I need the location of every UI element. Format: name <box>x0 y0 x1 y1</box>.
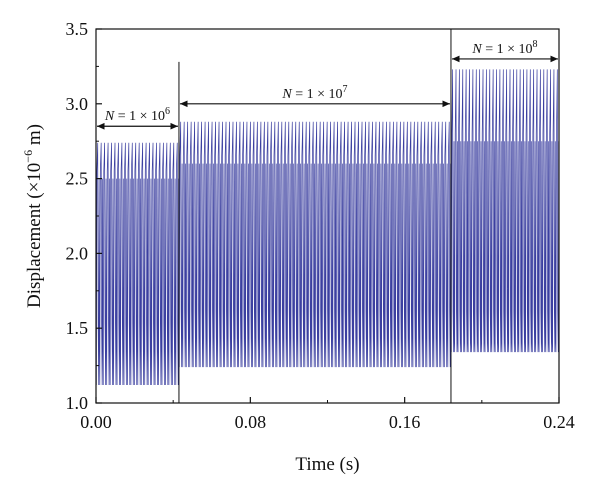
y-axis-ticks: 1.0 1.5 2.0 2.5 3.0 3.5 <box>66 19 102 413</box>
cycle-annotations: N = 1 × 106 N = 1 × 107 N = 1 × 108 <box>97 39 558 130</box>
x-tick-label: 0.24 <box>543 412 575 432</box>
displacement-series <box>96 69 559 386</box>
y-tick-label: 1.0 <box>66 393 89 413</box>
x-axis-ticks: 0.00 0.08 0.16 0.24 <box>80 397 575 432</box>
y-tick-label: 2.5 <box>66 169 89 189</box>
y-axis-label-exp: −6 <box>21 150 35 163</box>
x-axis-label: Time (s) <box>295 454 359 475</box>
series-segment-1 <box>96 142 180 386</box>
y-axis-label-main: Displacement (×10 <box>24 163 45 308</box>
series-segment-3 <box>450 69 559 353</box>
annotation-label-n-1e8: N = 1 × 108 <box>471 39 537 57</box>
annotation-label-n-1e7: N = 1 × 107 <box>281 84 347 102</box>
annotation-label-n-1e6: N = 1 × 106 <box>104 106 170 124</box>
x-tick-label: 0.16 <box>389 412 421 432</box>
y-tick-label: 3.5 <box>66 19 89 39</box>
y-tick-label: 1.5 <box>66 318 89 338</box>
y-tick-label: 2.0 <box>66 243 89 263</box>
segment-separators <box>178 29 452 403</box>
y-axis-label-unit: m) <box>24 124 45 150</box>
y-axis-label: Displacement (×10−6 m) <box>21 124 45 308</box>
series-segment-2 <box>178 121 452 368</box>
x-tick-label: 0.00 <box>80 412 112 432</box>
y-tick-label: 3.0 <box>66 94 89 114</box>
x-tick-label: 0.08 <box>235 412 267 432</box>
